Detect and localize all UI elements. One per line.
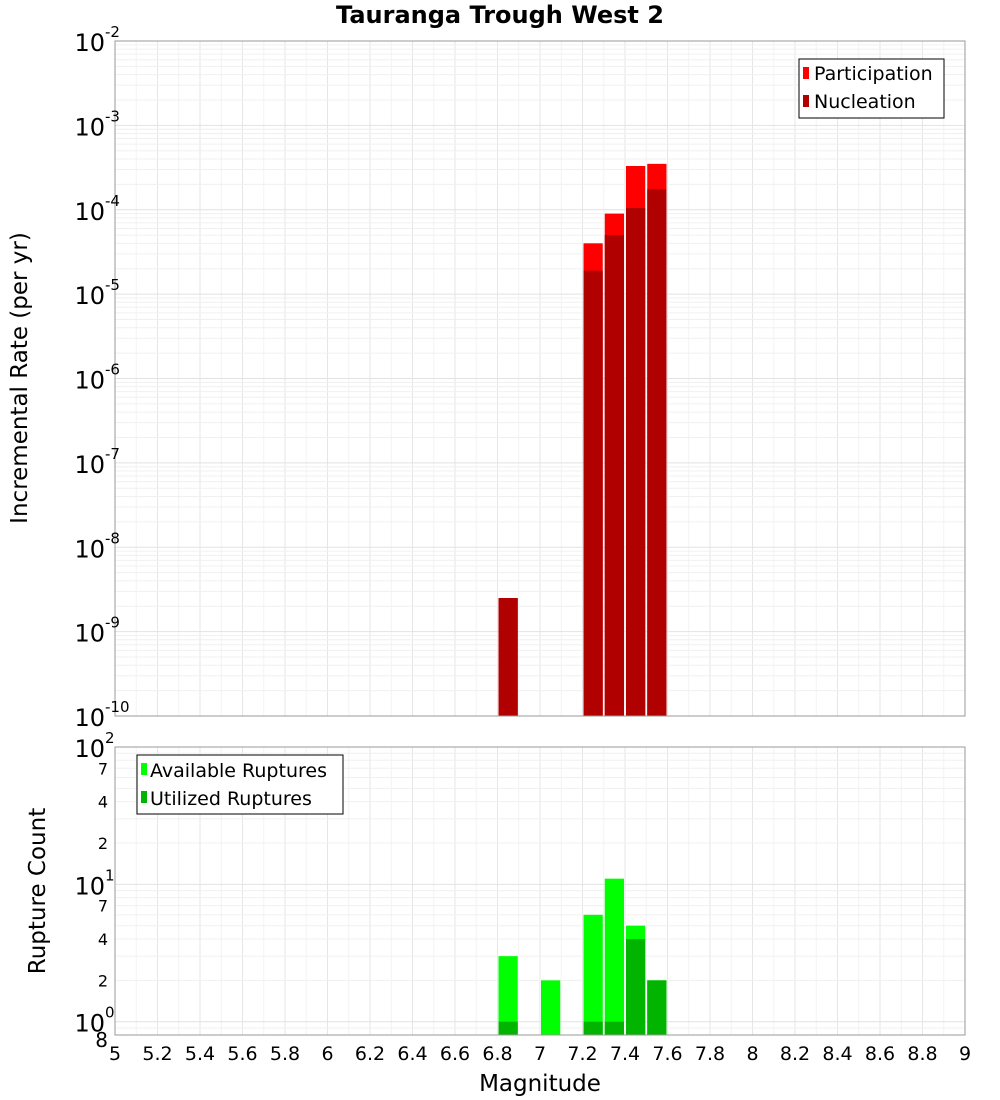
x-tick-label: 8.8 <box>907 1043 937 1065</box>
y-tick-exponent: -8 <box>105 529 120 547</box>
bottom-bar-available-ruptures <box>541 980 561 1035</box>
y-tick-label: 10 <box>74 451 105 479</box>
y-tick-label: 10 <box>74 198 105 226</box>
y-tick-minor-label: 2 <box>98 834 108 853</box>
chart-title: Tauranga Trough West 2 <box>336 1 664 29</box>
top-bar-nucleation <box>604 235 624 716</box>
bottom-legend: Available Ruptures Utilized Ruptures <box>136 754 344 815</box>
top-bar-nucleation <box>626 207 646 716</box>
top-gridlines <box>114 41 966 717</box>
y-tick-exponent: 2 <box>105 729 115 747</box>
y-tick-minor-label: 7 <box>98 897 108 916</box>
bottom-legend-box <box>136 754 344 815</box>
legend-swatch-utilized <box>141 791 147 803</box>
x-tick-label: 7.4 <box>610 1043 640 1065</box>
legend-swatch-nucleation <box>803 95 809 107</box>
legend-label-utilized: Utilized Ruptures <box>150 788 312 810</box>
x-tick-label: 5.2 <box>142 1043 172 1065</box>
x-tick-label: 8 <box>746 1043 758 1065</box>
y-tick-minor-label: 4 <box>98 793 108 812</box>
y-tick-minor-label: 2 <box>98 971 108 990</box>
x-tick-label: 7.2 <box>567 1043 597 1065</box>
bottom-bars <box>498 878 667 1035</box>
x-tick-label: 5.8 <box>270 1043 300 1065</box>
bottom-bar-available-ruptures <box>583 914 603 1035</box>
y-tick-label: 10 <box>74 535 105 563</box>
x-tick-label: 8.2 <box>780 1043 810 1065</box>
y-tick-exponent: -10 <box>105 698 130 716</box>
bottom-bar-utilized-ruptures <box>583 1021 603 1035</box>
x-tick-label: 6.8 <box>482 1043 512 1065</box>
bottom-bar-utilized-ruptures <box>604 1021 624 1035</box>
x-tick-label: 5.4 <box>185 1043 215 1065</box>
x-tick-label: 8.6 <box>865 1043 895 1065</box>
top-y-axis-label: Incremental Rate (per yr) <box>7 232 33 524</box>
bottom-bar-available-ruptures <box>604 878 624 1035</box>
y-tick-minor-label: 4 <box>98 930 108 949</box>
y-tick-exponent: -9 <box>105 614 120 632</box>
legend-label-participation: Participation <box>814 63 933 85</box>
top-legend: Participation Nucleation <box>798 58 945 119</box>
bottom-bar-utilized-ruptures <box>647 980 667 1035</box>
y-tick-label: 10 <box>74 735 105 763</box>
y-tick-exponent: -4 <box>105 192 120 210</box>
y-tick-exponent: -7 <box>105 445 120 463</box>
x-tick-label: 7.8 <box>695 1043 725 1065</box>
bottom-y-axis-label: Rupture Count <box>25 808 51 974</box>
x-tick-label: 6.2 <box>355 1043 385 1065</box>
top-bar-nucleation <box>647 189 667 717</box>
legend-swatch-available <box>141 763 147 775</box>
top-plot-frame <box>114 40 966 717</box>
legend-label-nucleation: Nucleation <box>814 91 916 113</box>
y-tick-label: 10 <box>74 704 105 732</box>
legend-label-available: Available Ruptures <box>150 760 327 782</box>
x-tick-label: 7.6 <box>652 1043 682 1065</box>
top-legend-box <box>798 58 945 119</box>
top-bar-nucleation <box>583 270 603 716</box>
top-bars <box>498 163 667 717</box>
y-tick-exponent: -2 <box>105 23 120 41</box>
x-tick-label: 6.6 <box>440 1043 470 1065</box>
top-bar-nucleation <box>498 598 518 716</box>
bottom-bar-available-ruptures <box>498 956 518 1035</box>
bottom-bar-utilized-ruptures <box>498 1021 518 1035</box>
y-tick-minor-label: 7 <box>98 759 108 778</box>
x-tick-label: 7 <box>534 1043 546 1065</box>
y-tick-label: 10 <box>74 872 105 900</box>
x-tick-label: 6.4 <box>397 1043 427 1065</box>
y-tick-label: 10 <box>74 367 105 395</box>
legend-swatch-participation <box>803 67 809 79</box>
x-tick-label: 8.4 <box>822 1043 852 1065</box>
bottom-bar-utilized-ruptures <box>626 939 646 1035</box>
y-tick-label: 10 <box>74 29 105 57</box>
x-tick-label: 5 <box>109 1043 121 1065</box>
x-tick-label: 6 <box>321 1043 333 1065</box>
x-tick-label: 5.6 <box>227 1043 257 1065</box>
y-tick-label: 10 <box>74 282 105 310</box>
y-tick-label: 10 <box>74 1010 105 1038</box>
y-tick-exponent: 0 <box>105 1004 115 1022</box>
y-tick-exponent: -5 <box>105 276 120 294</box>
y-tick-label: 10 <box>74 113 105 141</box>
y-tick-exponent: -6 <box>105 361 120 379</box>
x-tick-label: 9 <box>959 1043 971 1065</box>
y-tick-exponent: -3 <box>105 107 120 125</box>
y-tick-minor-label: 8 <box>95 1028 108 1052</box>
y-tick-exponent: 1 <box>105 866 115 884</box>
y-tick-label: 10 <box>74 620 105 648</box>
x-ticks: 5 5.2 5.4 5.6 5.8 6 6.2 6.4 6.6 6.8 7 7.2 7.4 7.6 7.8 8… <box>109 1043 971 1065</box>
x-axis-label: Magnitude <box>479 1071 601 1097</box>
bottom-plot-frame <box>114 746 966 1036</box>
